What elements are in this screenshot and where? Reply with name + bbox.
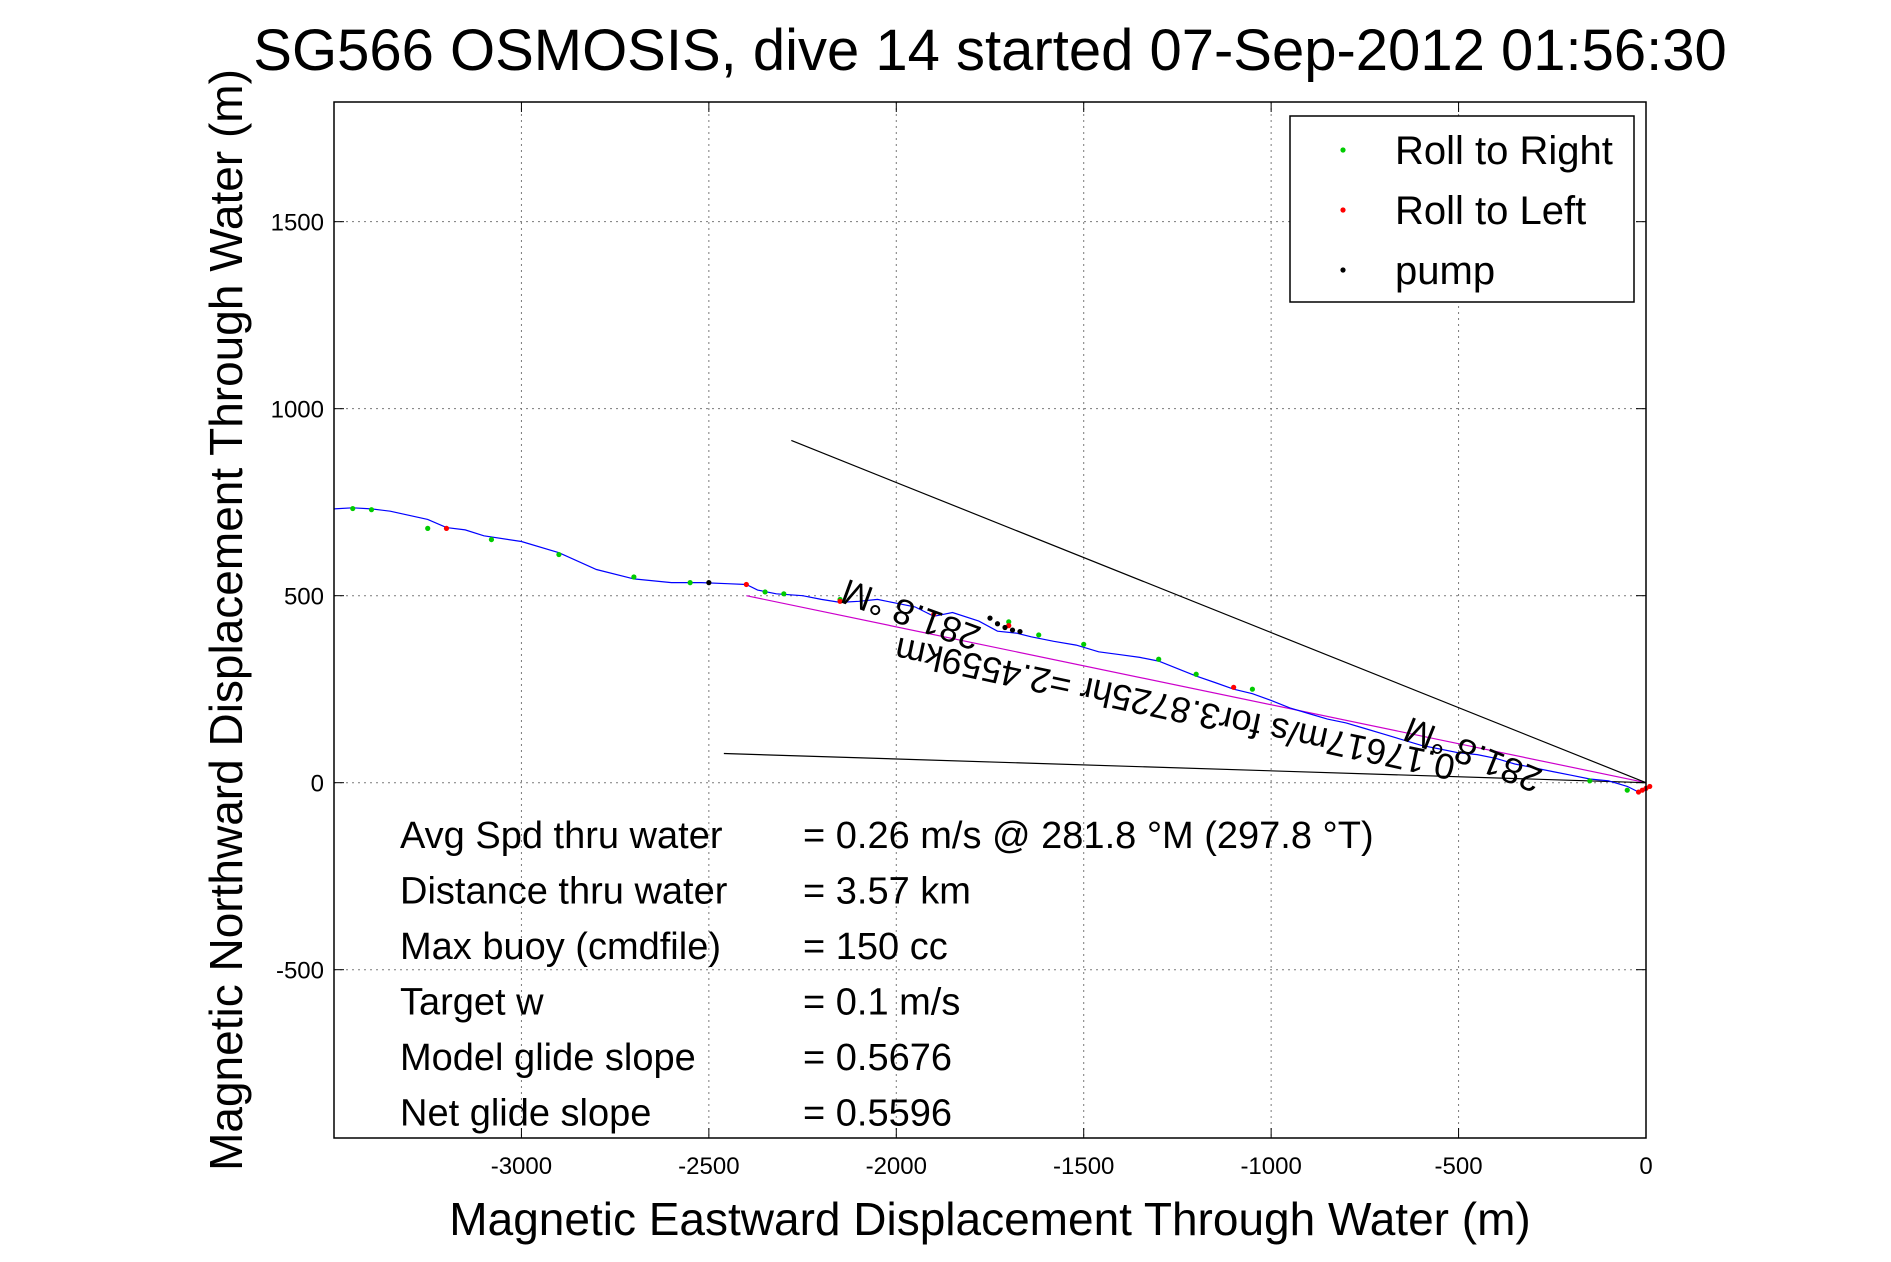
series — [333, 505, 1653, 795]
x-tick-label: -2500 — [678, 1153, 739, 1180]
x-tick-label: 0 — [1639, 1153, 1652, 1180]
roll-to-right-marker — [556, 551, 562, 558]
legend-marker — [1340, 147, 1346, 153]
legend-label: Roll to Right — [1395, 129, 1613, 173]
x-tick-label: -1500 — [1053, 1153, 1114, 1180]
roll-to-right-marker — [1193, 671, 1199, 677]
x-tick-label: -3000 — [491, 1153, 552, 1180]
pump-marker — [994, 621, 1001, 627]
reference-line-lower — [723, 752, 1647, 784]
legend-label: Roll to Left — [1395, 189, 1586, 233]
pump-marker — [1009, 627, 1016, 633]
track-line — [333, 507, 1647, 793]
legend-box — [1289, 115, 1635, 303]
y-tick-label: -500 — [276, 958, 324, 985]
roll-to-right-marker — [1249, 686, 1255, 692]
legend-label: pump — [1395, 249, 1495, 293]
roll-to-left-marker — [1647, 783, 1653, 790]
stat-value: = 0.26 m/s @ 281.8 °M (297.8 °T) — [803, 815, 1374, 857]
ticks: -3000 -2500 -2000 -1500 -1000 -500 0 -500 0 500 10… — [271, 102, 1653, 1180]
roll-to-right-marker — [1156, 656, 1162, 662]
roll-to-right-marker — [425, 525, 431, 531]
roll-to-right-marker — [781, 591, 787, 597]
roll-to-right-marker — [687, 579, 693, 586]
stat-label: Model glide slope — [400, 1037, 696, 1079]
roll-to-right-marker — [1081, 641, 1087, 647]
reference-line-magenta — [746, 595, 1647, 784]
stats: Avg Spd thru water = 0.26 m/s @ 281.8 °M … — [400, 815, 1374, 1135]
legend-marker — [1340, 267, 1346, 273]
y-tick-label: 500 — [284, 584, 324, 611]
stat-value: = 0.5676 — [803, 1037, 952, 1079]
roll-to-right-marker — [1624, 787, 1630, 793]
chart-title: SG566 OSMOSIS, dive 14 started 07-Sep-20… — [253, 18, 1726, 83]
stat-value: = 0.1 m/s — [803, 982, 960, 1024]
pump-marker — [987, 615, 993, 621]
stat-label: Target w — [400, 982, 544, 1024]
roll-to-right-marker — [488, 536, 495, 543]
roll-to-left-marker — [1231, 684, 1237, 690]
x-tick-label: -500 — [1435, 1153, 1483, 1180]
roll-to-right-marker — [1036, 632, 1042, 638]
roll-to-right-marker — [631, 574, 637, 580]
reference-lines — [723, 439, 1647, 784]
y-tick-label: 1500 — [271, 210, 324, 237]
x-tick-label: -1000 — [1240, 1153, 1301, 1180]
roll-to-right-marker — [762, 589, 768, 595]
roll-to-right-marker — [350, 505, 356, 512]
x-axis-label: Magnetic Eastward Displacement Through W… — [449, 1193, 1530, 1245]
roll-to-left-marker — [1635, 789, 1642, 795]
pump-marker — [1017, 628, 1023, 635]
pump-marker — [1002, 624, 1008, 631]
roll-to-right-marker — [368, 507, 375, 513]
pump-marker — [706, 579, 712, 586]
y-tick-label: 0 — [311, 771, 324, 798]
roll-to-left-marker — [837, 598, 843, 604]
plot-frame — [333, 101, 1647, 1139]
stat-label: Distance thru water — [400, 871, 728, 913]
stat-value: = 0.5596 — [803, 1093, 952, 1135]
x-tick-label: -2000 — [866, 1153, 927, 1180]
y-tick-label: 1000 — [271, 397, 324, 424]
roll-to-right-marker — [1587, 778, 1593, 784]
legend: Roll to Right Roll to Left pump — [1289, 115, 1635, 303]
roll-to-right-marker — [1006, 619, 1012, 625]
stat-label: Max buoy (cmdfile) — [400, 926, 721, 968]
legend-marker — [1340, 207, 1346, 213]
roll-to-left-marker — [443, 525, 450, 531]
stat-label: Avg Spd thru water — [400, 815, 723, 857]
roll-to-left-marker — [743, 581, 749, 588]
stat-label: Net glide slope — [400, 1093, 651, 1135]
reference-line-upper — [791, 439, 1647, 784]
stat-value: = 3.57 km — [803, 871, 971, 913]
stat-value: = 150 cc — [803, 926, 948, 968]
y-axis-label: Magnetic Northward Displacement Through … — [200, 69, 252, 1171]
roll-to-left-marker — [931, 611, 937, 617]
